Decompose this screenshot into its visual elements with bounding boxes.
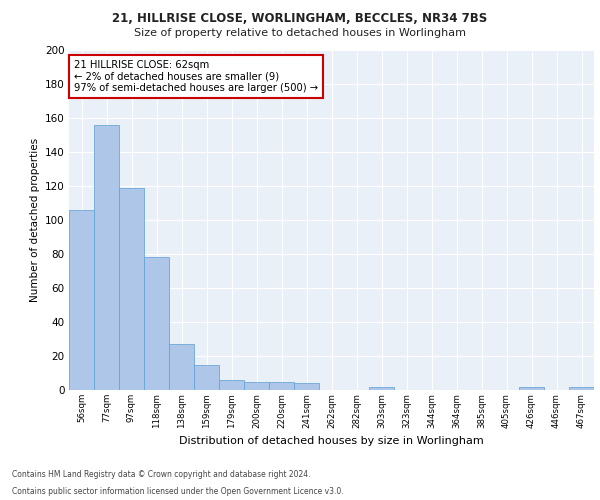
Bar bbox=[369, 386, 394, 390]
Bar bbox=[119, 188, 144, 390]
Bar bbox=[144, 258, 169, 390]
Bar bbox=[519, 386, 544, 390]
X-axis label: Distribution of detached houses by size in Worlingham: Distribution of detached houses by size … bbox=[179, 436, 484, 446]
Text: 21 HILLRISE CLOSE: 62sqm
← 2% of detached houses are smaller (9)
97% of semi-det: 21 HILLRISE CLOSE: 62sqm ← 2% of detache… bbox=[74, 60, 319, 94]
Bar bbox=[244, 382, 269, 390]
Bar bbox=[69, 210, 94, 390]
Y-axis label: Number of detached properties: Number of detached properties bbox=[29, 138, 40, 302]
Bar bbox=[569, 386, 594, 390]
Bar bbox=[219, 380, 244, 390]
Text: Contains public sector information licensed under the Open Government Licence v3: Contains public sector information licen… bbox=[12, 487, 344, 496]
Bar bbox=[294, 383, 319, 390]
Bar bbox=[269, 382, 294, 390]
Bar bbox=[194, 364, 219, 390]
Bar bbox=[169, 344, 194, 390]
Bar bbox=[94, 125, 119, 390]
Text: Size of property relative to detached houses in Worlingham: Size of property relative to detached ho… bbox=[134, 28, 466, 38]
Text: Contains HM Land Registry data © Crown copyright and database right 2024.: Contains HM Land Registry data © Crown c… bbox=[12, 470, 311, 479]
Text: 21, HILLRISE CLOSE, WORLINGHAM, BECCLES, NR34 7BS: 21, HILLRISE CLOSE, WORLINGHAM, BECCLES,… bbox=[112, 12, 488, 26]
